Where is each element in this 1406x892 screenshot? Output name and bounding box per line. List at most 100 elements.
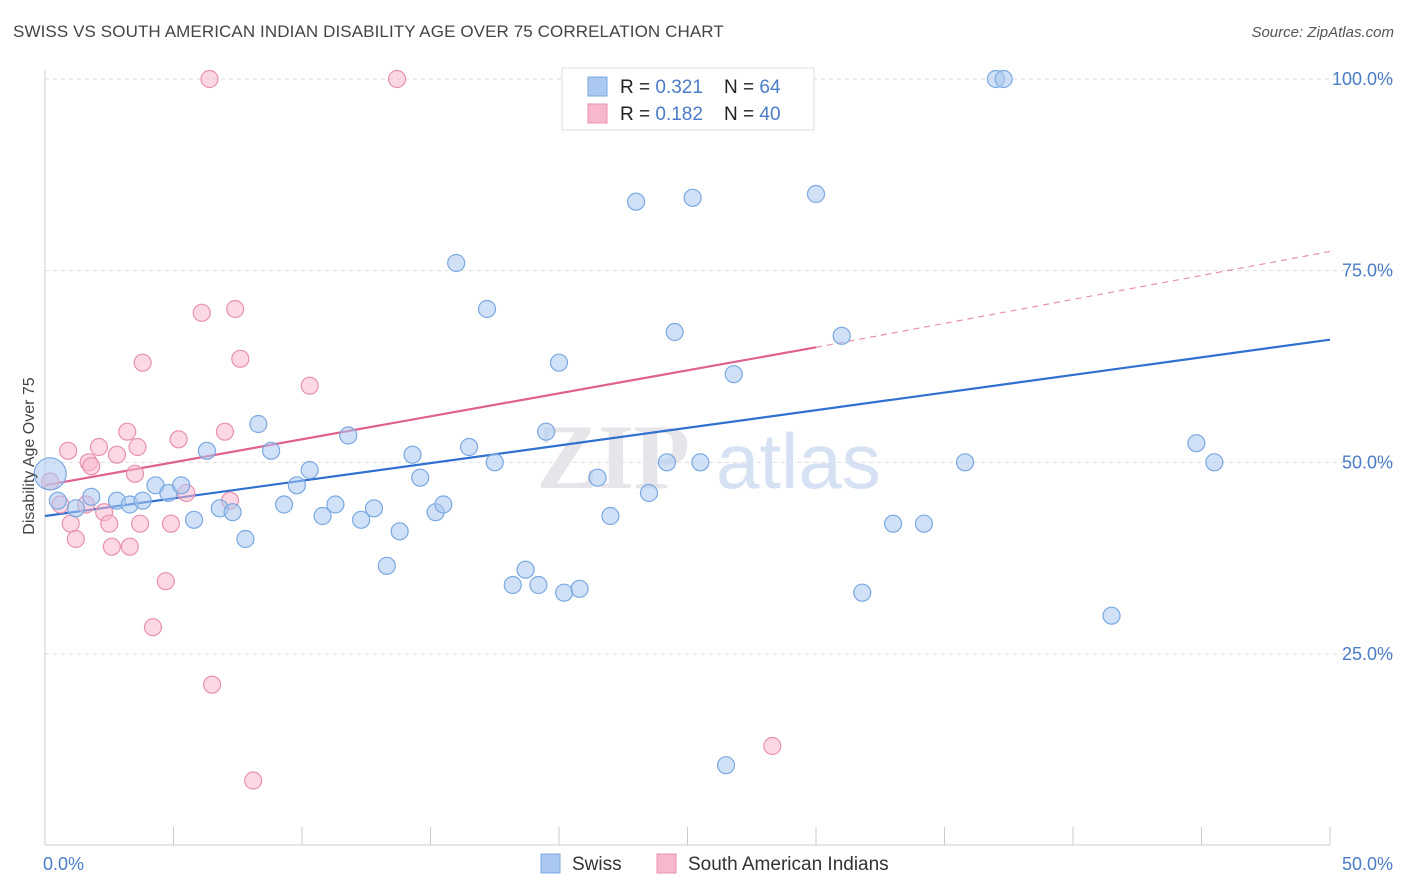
n-label: N =: [724, 104, 759, 125]
swiss-point: [236, 529, 255, 549]
swiss-point: [364, 499, 384, 518]
sai-point: [169, 430, 188, 449]
sai-point: [133, 353, 152, 372]
y-tick-label: 100.0%: [1332, 69, 1393, 89]
swiss-point: [262, 441, 281, 460]
sai-point: [130, 514, 150, 533]
sai-point: [200, 69, 219, 89]
swiss-point: [33, 457, 67, 491]
trend-lines: [44, 250, 1331, 518]
swiss-point: [806, 184, 826, 204]
swiss-point: [537, 422, 556, 441]
sai-stats-text: R = 0.182 N = 40: [620, 104, 781, 125]
swiss-point: [249, 414, 268, 434]
sai-legend-swatch: [656, 853, 677, 874]
data-points: [33, 69, 1224, 790]
sai-point: [89, 437, 109, 457]
swiss-point: [172, 476, 191, 495]
swiss-point: [549, 353, 569, 372]
sai-point: [100, 514, 119, 533]
swiss-point: [411, 468, 430, 487]
tick-labels: 25.0% 50.0% 75.0% 100.0% 0.0% 50.0%: [43, 69, 1393, 874]
swiss-point: [626, 192, 646, 211]
swiss-point: [955, 453, 975, 472]
sai-point: [59, 441, 78, 460]
sai-point: [61, 514, 80, 533]
sai-point: [118, 422, 137, 441]
watermark: ZIP atlas: [537, 406, 881, 508]
swiss-stats-text: R = 0.321 N = 64: [620, 77, 781, 98]
swiss-point: [434, 495, 453, 514]
swiss-point: [184, 510, 204, 529]
swiss-point: [403, 445, 422, 464]
swiss-point: [326, 495, 345, 514]
swiss-trend-line: [44, 338, 1331, 518]
sai-point: [66, 529, 85, 549]
sai-point: [192, 303, 211, 322]
swiss-legend-label: Swiss: [572, 854, 622, 875]
sai-point: [300, 376, 319, 395]
sai-point: [128, 437, 147, 457]
sai-point: [125, 464, 145, 483]
sai-point: [120, 537, 139, 556]
swiss-point: [601, 506, 620, 526]
r-label: R =: [620, 104, 655, 125]
sai-point: [202, 675, 222, 694]
watermark-atlas: atlas: [716, 417, 881, 505]
swiss-point: [588, 468, 607, 487]
n-value: 64: [759, 77, 781, 98]
swiss-point: [313, 506, 332, 526]
sai-point: [102, 537, 121, 556]
y-tick-label: 25.0%: [1342, 644, 1393, 664]
sai-point: [215, 422, 234, 441]
r-value: 0.321: [655, 77, 703, 98]
swiss-point: [447, 253, 466, 273]
swiss-point: [853, 583, 872, 602]
swiss-point: [1102, 606, 1121, 625]
swiss-point: [665, 322, 684, 342]
swiss-legend-swatch: [540, 853, 561, 874]
sai-trend-extension: [815, 250, 1331, 348]
swiss-point: [555, 583, 574, 602]
y-tick-label: 50.0%: [1342, 452, 1393, 472]
sai-legend-label: South American Indians: [688, 854, 889, 875]
sai-point: [143, 618, 163, 637]
swiss-point: [503, 575, 522, 595]
swiss-point: [287, 476, 306, 495]
swiss-point: [914, 514, 934, 533]
sai-point: [161, 514, 181, 533]
swiss-point: [657, 453, 677, 472]
swiss-point: [339, 426, 358, 445]
swiss-point: [82, 487, 101, 506]
swiss-point: [639, 483, 659, 503]
swiss-point: [516, 560, 535, 579]
series-legend: Swiss South American Indians: [540, 853, 889, 875]
chart-title: SWISS VS SOUTH AMERICAN INDIAN DISABILIT…: [13, 22, 724, 41]
stats-legend: R = 0.321 N = 64 R = 0.182 N = 40: [561, 67, 815, 131]
swiss-point: [724, 365, 743, 384]
swiss-point: [994, 69, 1013, 89]
swiss-point: [477, 299, 497, 319]
y-axis-label: Disability Age Over 75: [21, 377, 38, 535]
sai-point: [156, 572, 175, 591]
swiss-legend-swatch: [587, 76, 608, 97]
sai-legend-swatch: [587, 103, 608, 124]
swiss-point: [352, 510, 371, 529]
r-value: 0.182: [655, 104, 703, 125]
swiss-point: [485, 453, 504, 472]
sai-point: [387, 69, 407, 89]
swiss-point: [223, 503, 242, 522]
swiss-point: [1187, 434, 1206, 453]
swiss-point: [459, 437, 479, 457]
swiss-point: [300, 460, 319, 480]
x-tick-label: 50.0%: [1342, 854, 1393, 874]
sai-point: [244, 771, 263, 790]
swiss-point: [1205, 453, 1224, 472]
n-label: N =: [724, 77, 759, 98]
sai-trend-line: [44, 346, 817, 487]
swiss-point: [390, 522, 409, 541]
sai-point: [82, 457, 101, 476]
sai-point: [231, 349, 250, 368]
swiss-point: [683, 188, 702, 207]
